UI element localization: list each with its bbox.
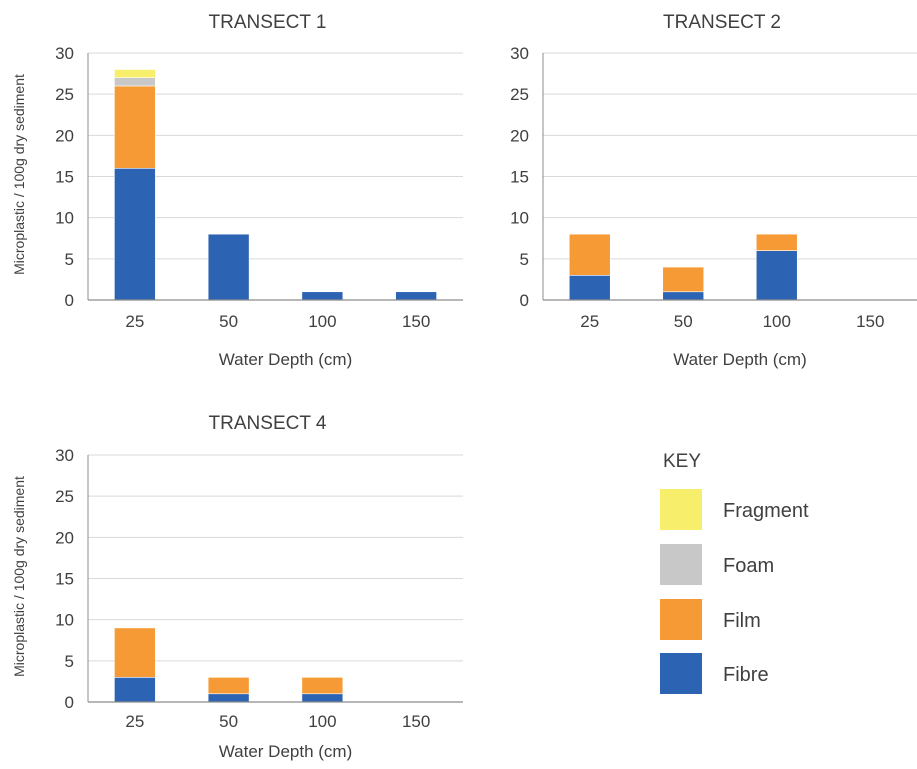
y-tick-label: 30: [55, 446, 74, 465]
bar-segment-fibre-25: [114, 167, 156, 301]
legend-swatch-film: [660, 599, 702, 640]
bar-segment-foam-25: [114, 77, 156, 87]
y-tick-label: 10: [55, 611, 74, 630]
bar-segment-film-50: [207, 676, 250, 695]
x-axis-label: Water Depth (cm): [219, 350, 353, 369]
x-tick-label: 25: [125, 312, 144, 331]
y-tick-label: 15: [55, 570, 74, 589]
y-tick-label: 15: [55, 168, 74, 187]
legend-swatch-fragment: [660, 489, 702, 530]
legend-label-film: Film: [723, 610, 761, 632]
y-tick-label: 20: [55, 126, 74, 145]
x-tick-label: 50: [219, 712, 238, 731]
bar-segment-fibre-50: [662, 291, 705, 301]
bar-segment-film-25: [568, 233, 611, 276]
x-tick-label: 50: [219, 312, 238, 331]
y-tick-label: 30: [510, 44, 529, 63]
x-axis-label: Water Depth (cm): [219, 742, 353, 761]
legend-swatch-foam: [660, 544, 702, 585]
legend-label-fibre: Fibre: [723, 664, 769, 686]
bar-segment-film-50: [662, 266, 705, 293]
y-tick-label: 0: [65, 693, 74, 712]
x-tick-label: 150: [856, 312, 884, 331]
chart-title: TRANSECT 2: [663, 12, 781, 33]
bar-segment-fragment-25: [114, 69, 156, 79]
y-axis-label: Microplastic / 100g dry sediment: [11, 74, 27, 275]
y-tick-label: 5: [520, 250, 529, 269]
y-tick-label: 25: [55, 487, 74, 506]
y-tick-label: 20: [55, 528, 74, 547]
y-tick-label: 5: [65, 652, 74, 671]
y-axis-label: Microplastic / 100g dry sediment: [11, 476, 27, 677]
y-tick-label: 25: [55, 85, 74, 104]
chart-transect-1: TRANSECT 1 0 5 10 15 20 25 30 25 50 100 150 Water De…: [11, 12, 463, 369]
x-tick-label: 150: [402, 312, 430, 331]
bar-segment-fibre-100: [301, 291, 344, 301]
bar-segment-film-100: [301, 676, 344, 695]
y-tick-label: 0: [520, 291, 529, 310]
legend-label-fragment: Fragment: [723, 500, 809, 522]
y-tick-label: 30: [55, 44, 74, 63]
y-tick-label: 10: [510, 209, 529, 228]
bar-segment-fibre-25: [114, 676, 156, 703]
x-tick-label: 100: [763, 312, 791, 331]
y-tick-label: 0: [65, 291, 74, 310]
x-tick-label: 25: [580, 312, 599, 331]
legend-label-foam: Foam: [723, 555, 774, 577]
y-tick-label: 10: [55, 209, 74, 228]
bar-segment-fibre-100: [755, 250, 798, 301]
bar-segment-film-25: [114, 627, 156, 678]
bar-segment-fibre-150: [395, 291, 437, 301]
chart-transect-4: TRANSECT 4 0 5 10 15 20 25 30 25 50 100 150 Water De…: [11, 413, 463, 761]
x-tick-label: 50: [674, 312, 693, 331]
bar-segment-film-100: [755, 233, 798, 251]
legend-swatch-fibre: [660, 653, 702, 694]
chart-title: TRANSECT 4: [209, 413, 327, 434]
chart-title: TRANSECT 1: [209, 12, 327, 33]
chart-transect-2: TRANSECT 2 0 5 10 15 20 25 30 25 50 100 150 Water De…: [510, 12, 917, 369]
x-tick-label: 100: [308, 712, 336, 731]
y-tick-label: 25: [510, 85, 529, 104]
bar-segment-film-25: [114, 85, 156, 169]
y-tick-label: 20: [510, 126, 529, 145]
x-axis-label: Water Depth (cm): [673, 350, 807, 369]
legend-title: KEY: [663, 451, 701, 472]
x-tick-label: 150: [402, 712, 430, 731]
bar-segment-fibre-50: [207, 693, 250, 703]
y-tick-label: 15: [510, 168, 529, 187]
y-tick-label: 5: [65, 250, 74, 269]
bar-segment-fibre-100: [301, 693, 344, 703]
bar-segment-fibre-25: [568, 274, 611, 301]
bar-segment-fibre-50: [207, 233, 250, 301]
legend: KEY Fragment Foam Film Fibre: [660, 451, 809, 694]
x-tick-label: 25: [125, 712, 144, 731]
x-tick-label: 100: [308, 312, 336, 331]
